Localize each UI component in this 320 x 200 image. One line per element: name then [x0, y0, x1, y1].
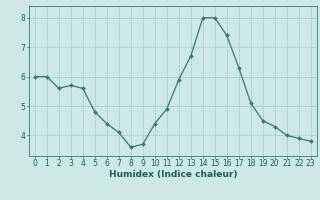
- X-axis label: Humidex (Indice chaleur): Humidex (Indice chaleur): [108, 170, 237, 179]
